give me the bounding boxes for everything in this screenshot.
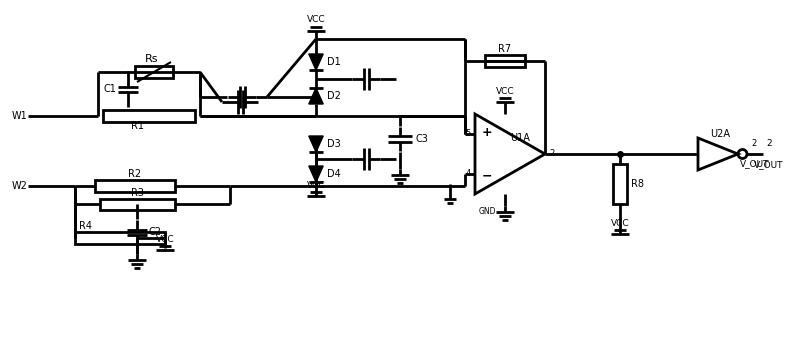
Text: U2A: U2A [710,129,730,139]
Text: U1A: U1A [510,133,530,143]
Text: R1: R1 [130,121,143,131]
Polygon shape [309,136,323,152]
Text: VCC: VCC [496,86,514,96]
Bar [100,199,175,210]
Text: D1: D1 [327,57,341,67]
Text: VCC: VCC [610,218,630,228]
Bar [613,164,627,204]
Polygon shape [309,166,323,182]
Polygon shape [309,88,323,104]
Text: +: + [482,126,492,138]
Text: W2: W2 [12,181,28,191]
Text: VCC: VCC [156,234,174,244]
Text: Rs: Rs [146,54,158,64]
Bar [75,232,165,244]
Text: R3: R3 [130,188,143,198]
Text: R2: R2 [129,169,142,179]
Polygon shape [309,54,323,70]
Text: V_OUT: V_OUT [754,160,784,170]
Text: C3: C3 [415,134,429,144]
Text: 4: 4 [466,170,470,178]
Bar [95,180,175,192]
Text: GND: GND [478,207,496,217]
Text: 2: 2 [752,139,757,148]
Bar [135,66,173,78]
Text: R8: R8 [631,179,645,189]
Text: D3: D3 [327,139,341,149]
Text: C2: C2 [149,227,162,237]
Bar [103,110,195,122]
Text: D4: D4 [327,169,341,179]
Text: VCC: VCC [306,181,326,189]
Text: R7: R7 [498,44,511,54]
Text: C1: C1 [103,84,117,94]
Text: 2: 2 [550,149,554,159]
Text: −: − [482,170,492,183]
Text: 2: 2 [766,139,772,148]
Text: VCC: VCC [306,16,326,24]
Text: D2: D2 [327,91,341,101]
Bar [485,55,525,67]
Text: 5: 5 [466,130,470,138]
Text: R4: R4 [78,221,91,231]
Text: V_OUT: V_OUT [740,160,770,169]
Text: W1: W1 [12,111,28,121]
